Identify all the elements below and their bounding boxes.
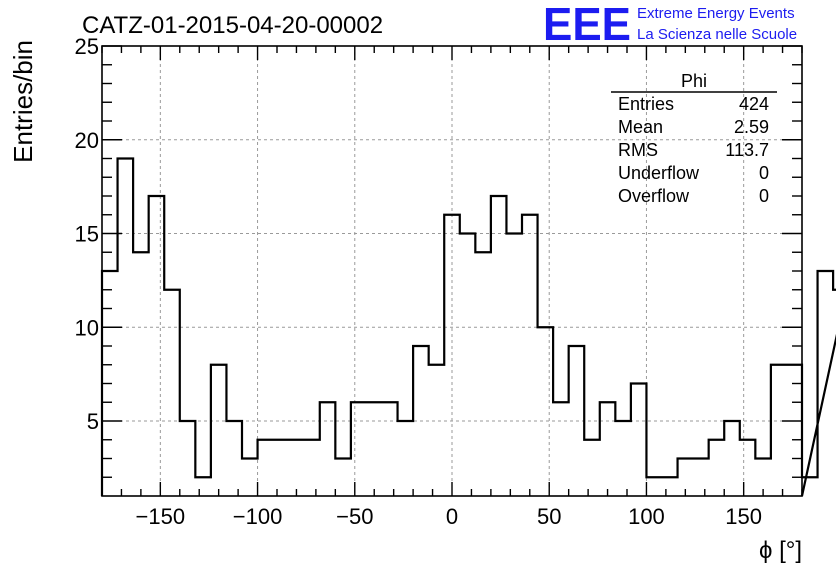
x-tick-label: 50 (537, 504, 561, 529)
stats-value: 424 (739, 94, 769, 114)
y-tick-label: 20 (75, 128, 99, 153)
axis-tick-labels: −150 −100 −50 0 50 100 150 5 10 15 20 25 (75, 34, 763, 529)
axis-ticks (101, 45, 803, 496)
x-tick-label: −100 (233, 504, 283, 529)
stats-label: Mean (618, 117, 663, 137)
x-axis-label: ϕ [°] (759, 537, 802, 564)
stats-value: 113.7 (725, 140, 769, 160)
stats-value: 2.59 (734, 117, 769, 137)
y-tick-label: 15 (75, 222, 99, 247)
y-tick-label: 25 (75, 34, 99, 59)
stats-label: Underflow (618, 163, 700, 183)
chart-title: CATZ-01-2015-04-20-00002 (82, 12, 383, 39)
logo-mark: EEE (543, 0, 631, 50)
logo-line-2: La Scienza nelle Scuole (637, 26, 797, 43)
eee-logo: EEE Extreme Energy Events La Scienza nel… (543, 0, 797, 50)
stats-value: 0 (759, 163, 769, 183)
y-tick-label: 10 (75, 315, 99, 340)
stats-value: 0 (759, 186, 769, 206)
grid-lines (102, 45, 802, 496)
stats-title: Phi (681, 71, 707, 91)
x-tick-label: 0 (446, 504, 458, 529)
stats-label: Entries (618, 94, 674, 114)
x-tick-label: 150 (725, 504, 762, 529)
stats-label: RMS (618, 140, 658, 160)
x-tick-label: −50 (336, 504, 373, 529)
x-tick-label: −150 (136, 504, 186, 529)
stats-box: Phi Entries 424 Mean 2.59 RMS 113.7 Underflow 0… (611, 71, 777, 206)
histogram-series-line (100, 157, 836, 497)
stats-label: Overflow (618, 186, 690, 206)
logo-line-1: Extreme Energy Events (637, 5, 795, 22)
y-axis-label: Entries/bin (8, 40, 38, 163)
x-tick-label: 100 (628, 504, 665, 529)
y-tick-label: 5 (87, 409, 99, 434)
